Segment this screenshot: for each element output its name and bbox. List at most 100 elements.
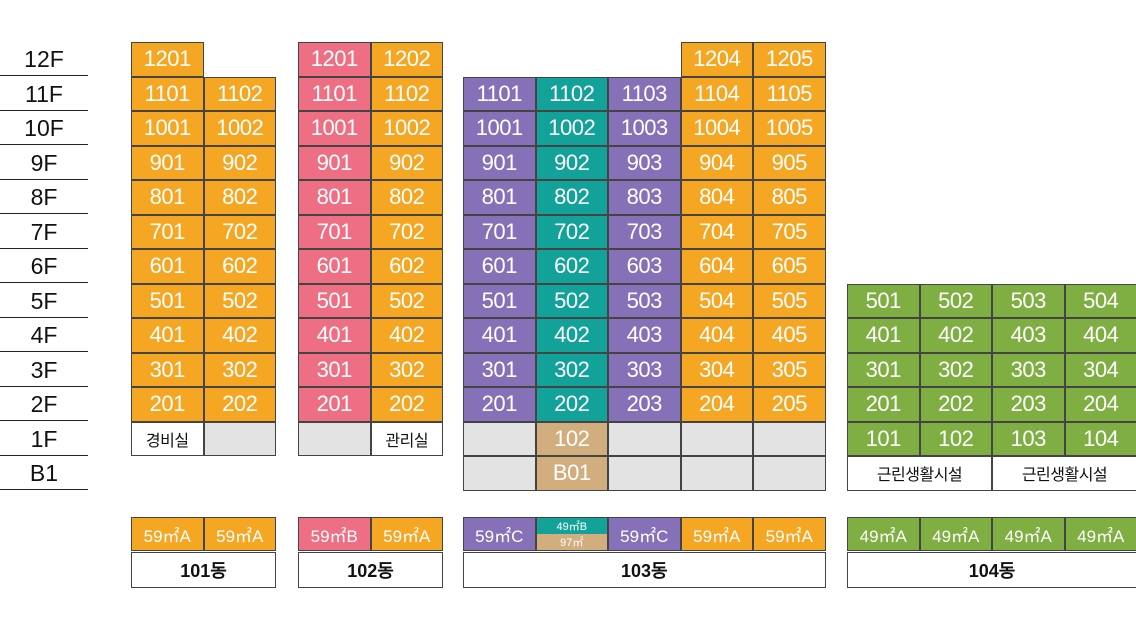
unit-type-label: 59㎡A (203, 517, 276, 551)
unit-cell: 504 (1064, 283, 1136, 318)
unit-cell: 405 (753, 318, 826, 353)
unit-cell: 104 (1064, 421, 1136, 456)
ground-cell (753, 421, 826, 456)
floor-label: 3F (0, 353, 88, 387)
floor-label: 9F (0, 146, 88, 180)
unit-cell: 201 (463, 387, 536, 422)
unit-cell: 1201 (298, 42, 371, 77)
unit-cell: 502 (203, 283, 276, 318)
unit-cell: 902 (203, 145, 276, 180)
unit-cell: 504 (680, 283, 753, 318)
unit-type-label: 59㎡B (298, 517, 371, 551)
unit-cell: 1001 (298, 111, 371, 146)
unit-cell: 402 (203, 318, 276, 353)
unit-cell: 402 (535, 318, 608, 353)
unit-cell: 1001 (131, 111, 204, 146)
unit-cell: 403 (608, 318, 681, 353)
floor-label: 5F (0, 284, 88, 318)
basement-cell (753, 456, 826, 491)
unit-cell: 401 (463, 318, 536, 353)
unit-cell: 802 (535, 180, 608, 215)
unit-cell: 401 (847, 318, 920, 353)
facility-label: 근린생활시설 (847, 456, 992, 491)
unit-cell: 602 (535, 249, 608, 284)
unit-type-top: 49㎡B (556, 521, 588, 533)
unit-cell: 1001 (463, 111, 536, 146)
unit-type-label: 49㎡A (919, 517, 992, 551)
unit-cell: 203 (608, 387, 681, 422)
unit-cell: 502 (919, 283, 992, 318)
unit-cell: 901 (298, 145, 371, 180)
unit-cell: 1101 (131, 76, 204, 111)
unit-cell: 202 (370, 387, 443, 422)
unit-cell: 302 (535, 352, 608, 387)
unit-cell: 801 (298, 180, 371, 215)
unit-cell: 1205 (753, 42, 826, 77)
unit-cell: 202 (919, 387, 992, 422)
basement-cell (680, 456, 753, 491)
unit-cell: 701 (131, 214, 204, 249)
unit-cell: 404 (680, 318, 753, 353)
unit-cell: 605 (753, 249, 826, 284)
unit-cell: 1102 (370, 76, 443, 111)
unit-cell: 301 (131, 352, 204, 387)
unit-cell: 603 (608, 249, 681, 284)
unit-cell: 1101 (463, 76, 536, 111)
basement-cell (608, 456, 681, 491)
floor-label: B1 (0, 456, 88, 490)
unit-cell: 301 (463, 352, 536, 387)
unit-cell: 901 (463, 145, 536, 180)
floor-label: 2F (0, 387, 88, 421)
unit-type-label: 49㎡A (847, 517, 920, 551)
unit-cell: 1104 (680, 76, 753, 111)
unit-cell: 502 (370, 283, 443, 318)
unit-cell: 402 (919, 318, 992, 353)
unit-cell: 1202 (370, 42, 443, 77)
unit-cell: 903 (608, 145, 681, 180)
unit-cell: 103 (992, 421, 1065, 456)
ground-cell: 102 (535, 421, 608, 456)
unit-cell: 1004 (680, 111, 753, 146)
unit-cell: 801 (131, 180, 204, 215)
basement-cell: B01 (535, 456, 608, 491)
ground-cell (463, 421, 536, 456)
ground-cell (680, 421, 753, 456)
unit-type-label: 59㎡A (753, 517, 826, 551)
unit-cell: 704 (680, 214, 753, 249)
unit-cell: 1204 (680, 42, 753, 77)
unit-cell: 902 (535, 145, 608, 180)
ground-cell: 경비실 (131, 421, 204, 456)
unit-cell: 1002 (535, 111, 608, 146)
unit-cell: 403 (992, 318, 1065, 353)
unit-cell: 301 (847, 352, 920, 387)
unit-cell: 202 (203, 387, 276, 422)
ground-cell (203, 421, 276, 456)
floor-label: 12F (0, 42, 88, 76)
unit-cell: 301 (298, 352, 371, 387)
unit-cell: 705 (753, 214, 826, 249)
unit-cell: 902 (370, 145, 443, 180)
unit-cell: 802 (203, 180, 276, 215)
ground-cell: 관리실 (370, 421, 443, 456)
unit-cell: 102 (919, 421, 992, 456)
unit-cell: 303 (608, 352, 681, 387)
unit-cell: 801 (463, 180, 536, 215)
floor-label: 10F (0, 111, 88, 145)
unit-cell: 601 (131, 249, 204, 284)
unit-cell: 501 (298, 283, 371, 318)
unit-cell: 101 (847, 421, 920, 456)
unit-cell: 305 (753, 352, 826, 387)
unit-type-label: 59㎡C (608, 517, 681, 551)
unit-type-split-label: 49㎡B 97㎡ (535, 517, 608, 551)
unit-cell: 401 (298, 318, 371, 353)
unit-cell: 601 (463, 249, 536, 284)
unit-cell: 901 (131, 145, 204, 180)
unit-type-bottom: 97㎡ (536, 534, 607, 550)
unit-cell: 503 (608, 283, 681, 318)
unit-cell: 1105 (753, 76, 826, 111)
floor-label: 11F (0, 77, 88, 111)
unit-cell: 1003 (608, 111, 681, 146)
unit-cell: 702 (370, 214, 443, 249)
unit-cell: 702 (535, 214, 608, 249)
unit-cell: 501 (847, 283, 920, 318)
